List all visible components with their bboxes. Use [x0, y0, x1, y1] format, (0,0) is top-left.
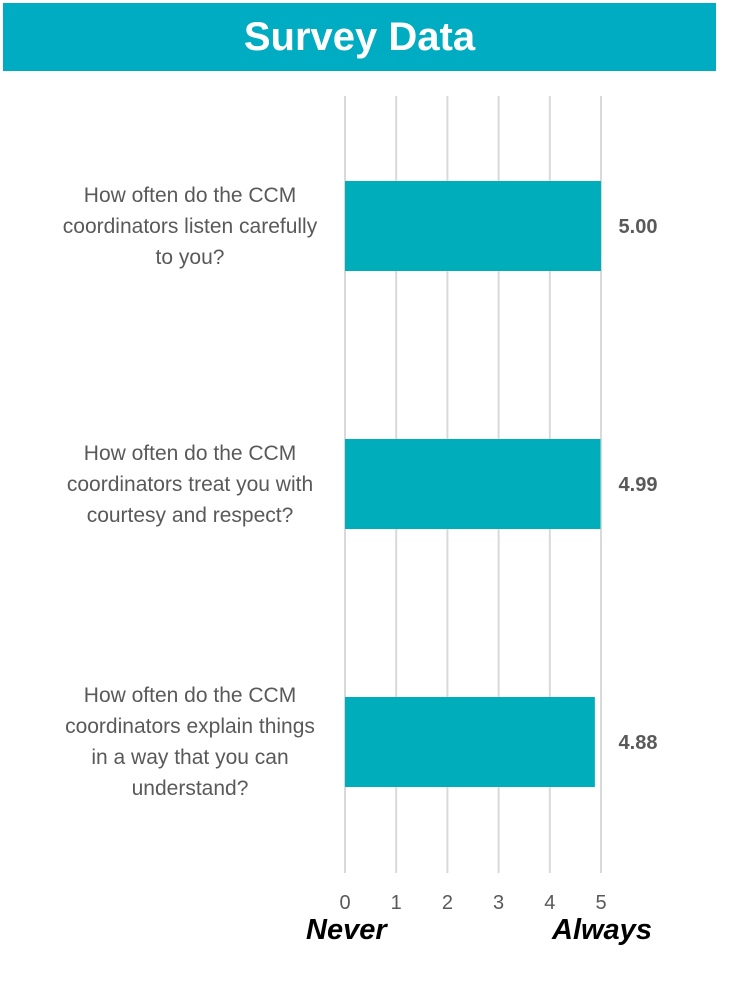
data-label: 4.88 — [619, 732, 658, 754]
y-category-label: How often do the CCM coordinators explain… — [65, 684, 315, 800]
bar — [345, 181, 601, 271]
data-label: 5.00 — [619, 216, 658, 238]
chart-title: Survey Data — [243, 14, 476, 59]
scale-max-label: Always — [552, 914, 652, 946]
x-tick-label: 0 — [339, 892, 350, 914]
x-tick-label: 3 — [493, 892, 504, 914]
data-label: 4.99 — [619, 474, 658, 496]
title-banner: Survey Data — [3, 3, 716, 71]
x-tick-label: 1 — [391, 892, 402, 914]
x-tick-label: 5 — [595, 892, 606, 914]
scale-min-label: Never — [306, 914, 387, 946]
bar — [345, 439, 601, 529]
y-category-label: How often do the CCM coordinators listen … — [62, 183, 318, 269]
x-tick-label: 2 — [442, 892, 453, 914]
bar — [345, 697, 595, 787]
y-category-label: How often do the CCM coordinators treat y… — [66, 441, 314, 527]
x-tick-label: 4 — [544, 892, 555, 914]
